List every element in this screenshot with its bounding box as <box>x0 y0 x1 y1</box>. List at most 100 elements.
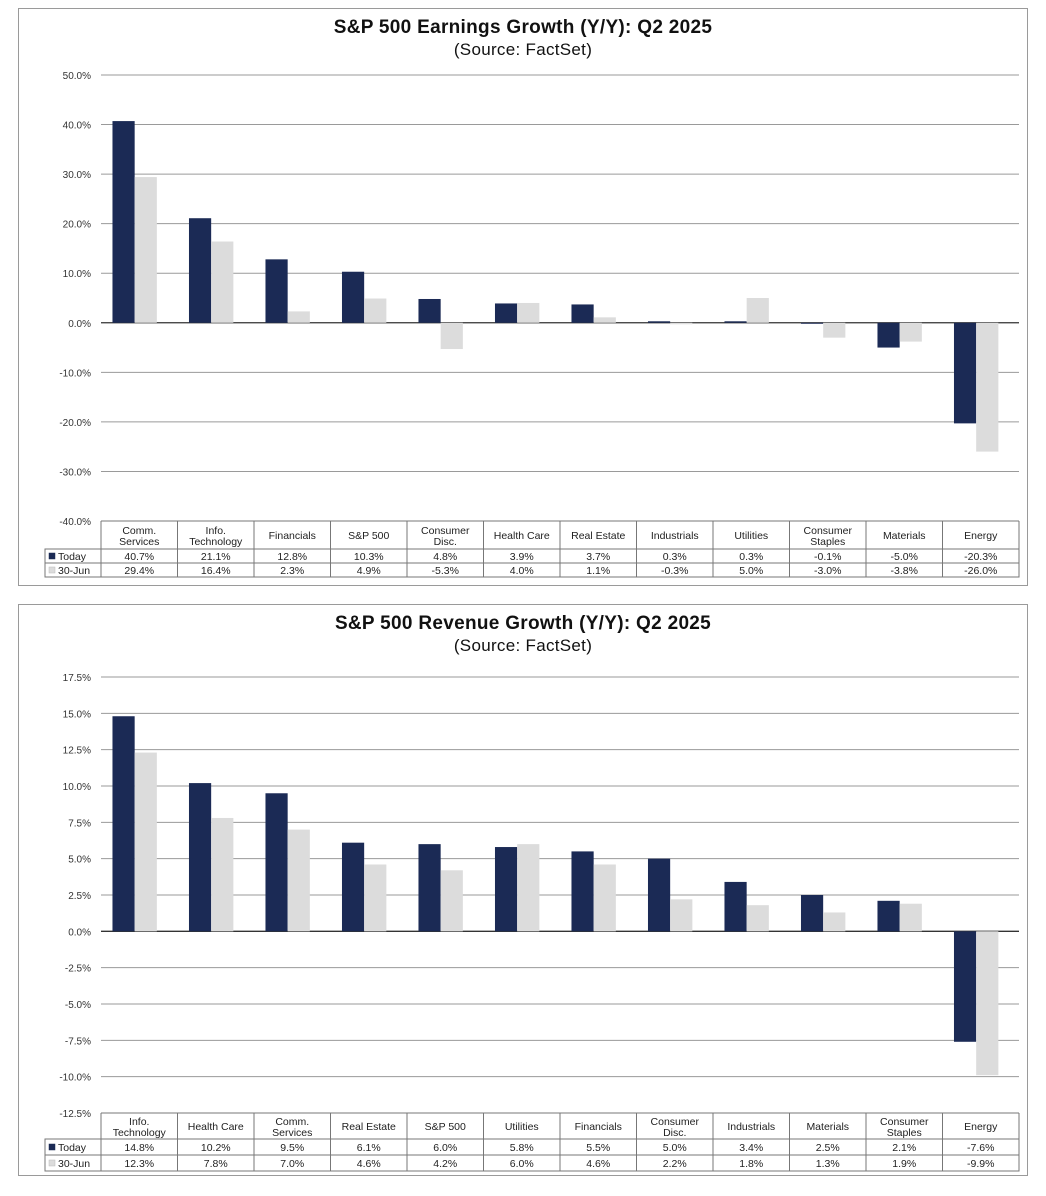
category-label: Consumer <box>421 525 470 537</box>
data-value-label: 4.8% <box>433 551 457 563</box>
bar-30-jun <box>211 817 234 932</box>
bar-30-jun <box>364 864 387 932</box>
bar-today <box>188 218 212 323</box>
y-tick-label: 20.0% <box>63 220 91 231</box>
bar-today <box>571 851 594 932</box>
y-tick-label: -40.0% <box>59 517 91 528</box>
chart-source: (Source: FactSet) <box>453 40 593 59</box>
data-value-label: 12.8% <box>277 551 307 563</box>
data-value-label: 4.2% <box>433 1158 457 1170</box>
bar-today <box>112 716 135 932</box>
bar-today <box>418 298 441 323</box>
data-value-label: 1.3% <box>816 1158 840 1170</box>
bar-30-jun <box>593 317 616 323</box>
bar-today <box>800 895 824 932</box>
bar-today <box>877 322 900 348</box>
data-value-label: 5.0% <box>663 1142 687 1154</box>
data-value-label: 1.9% <box>892 1158 916 1170</box>
data-value-label: -5.3% <box>432 565 459 577</box>
category-label: Consumer <box>880 1116 929 1128</box>
y-tick-label: -10.0% <box>59 368 91 379</box>
bar-today <box>265 793 288 932</box>
category-label: Financials <box>269 530 316 542</box>
bar-today <box>647 321 671 323</box>
y-tick-label: 50.0% <box>63 71 91 82</box>
revenue-growth-chart: 17.5% 15.0% 12.5% 10.0% 7.5% 5.0% 2.5% 0.0% -2.5… <box>44 673 1020 1172</box>
category-label: Health Care <box>188 1121 244 1133</box>
earnings-chart-panel: S&P 500 Earnings Growth (Y/Y): Q2 2025 (… <box>18 8 1028 586</box>
bar-30-jun <box>440 322 463 350</box>
bar-today <box>341 271 365 323</box>
data-value-label: -5.0% <box>891 551 918 563</box>
category-label: Disc. <box>663 1127 686 1139</box>
data-value-label: 5.0% <box>739 565 763 577</box>
data-value-label: 3.7% <box>586 551 610 563</box>
y-tick-label: 10.0% <box>63 269 91 280</box>
y-tick-label: 0.0% <box>68 319 91 330</box>
bar-30-jun <box>670 322 693 325</box>
data-value-label: 9.5% <box>280 1142 304 1154</box>
data-value-label: -3.8% <box>891 565 918 577</box>
bar-30-jun <box>134 177 157 323</box>
legend-label: 30-Jun <box>58 565 90 577</box>
bar-30-jun <box>287 829 310 932</box>
bar-30-jun <box>517 844 540 932</box>
data-value-label: -9.9% <box>967 1158 994 1170</box>
data-value-label: 14.8% <box>124 1142 154 1154</box>
legend-swatch <box>48 566 56 574</box>
data-value-label: 21.1% <box>201 551 231 563</box>
data-value-label: 1.1% <box>586 565 610 577</box>
bar-today <box>494 303 518 323</box>
data-value-label: 4.9% <box>357 565 381 577</box>
data-value-label: 2.3% <box>280 565 304 577</box>
legend-label: 30-Jun <box>58 1158 90 1170</box>
data-value-label: 4.0% <box>510 565 534 577</box>
category-label: Industrials <box>651 530 699 542</box>
category-label: Financials <box>575 1121 622 1133</box>
bar-today <box>265 259 288 323</box>
category-label: Energy <box>964 530 998 542</box>
category-label: Services <box>272 1127 312 1139</box>
category-label: Health Care <box>494 530 550 542</box>
bar-today <box>800 322 824 324</box>
category-label: Consumer <box>651 1116 700 1128</box>
bar-today <box>188 783 212 932</box>
data-value-label: -0.3% <box>661 565 688 577</box>
data-value-label: 3.4% <box>739 1142 763 1154</box>
data-value-label: -7.6% <box>967 1142 994 1154</box>
category-label: Comm. <box>122 525 156 537</box>
data-value-label: 7.0% <box>280 1158 304 1170</box>
data-value-label: 2.1% <box>892 1142 916 1154</box>
revenue-chart-panel: S&P 500 Revenue Growth (Y/Y): Q2 2025 (S… <box>18 604 1028 1176</box>
category-label: Technology <box>189 536 243 548</box>
y-tick-label: 5.0% <box>68 855 91 866</box>
bar-today <box>494 847 518 932</box>
category-label: S&P 500 <box>348 530 389 542</box>
data-value-label: 4.6% <box>586 1158 610 1170</box>
bar-today <box>418 844 441 932</box>
data-value-label: 10.3% <box>354 551 384 563</box>
category-label: Energy <box>964 1121 998 1133</box>
data-value-label: -26.0% <box>964 565 997 577</box>
category-label: Materials <box>883 530 926 542</box>
data-value-label: 2.5% <box>816 1142 840 1154</box>
data-value-label: 40.7% <box>124 551 154 563</box>
y-tick-label: 17.5% <box>63 673 91 684</box>
data-value-label: -0.1% <box>814 551 841 563</box>
category-label: Materials <box>806 1121 849 1133</box>
data-value-label: 0.3% <box>663 551 687 563</box>
chart-title: S&P 500 Earnings Growth (Y/Y): Q2 2025 <box>333 17 713 38</box>
y-tick-label: -20.0% <box>59 418 91 429</box>
chart-source: (Source: FactSet) <box>453 636 593 655</box>
bar-30-jun <box>976 931 999 1076</box>
y-tick-label: 15.0% <box>63 709 91 720</box>
category-label: Comm. <box>275 1116 309 1128</box>
bar-30-jun <box>823 322 846 338</box>
data-value-label: 6.1% <box>357 1142 381 1154</box>
data-value-label: 7.8% <box>204 1158 228 1170</box>
legend-swatch <box>48 552 56 560</box>
bar-30-jun <box>976 322 999 452</box>
y-tick-label: 7.5% <box>68 818 91 829</box>
category-label: Staples <box>887 1127 922 1139</box>
legend-label: Today <box>58 551 87 563</box>
